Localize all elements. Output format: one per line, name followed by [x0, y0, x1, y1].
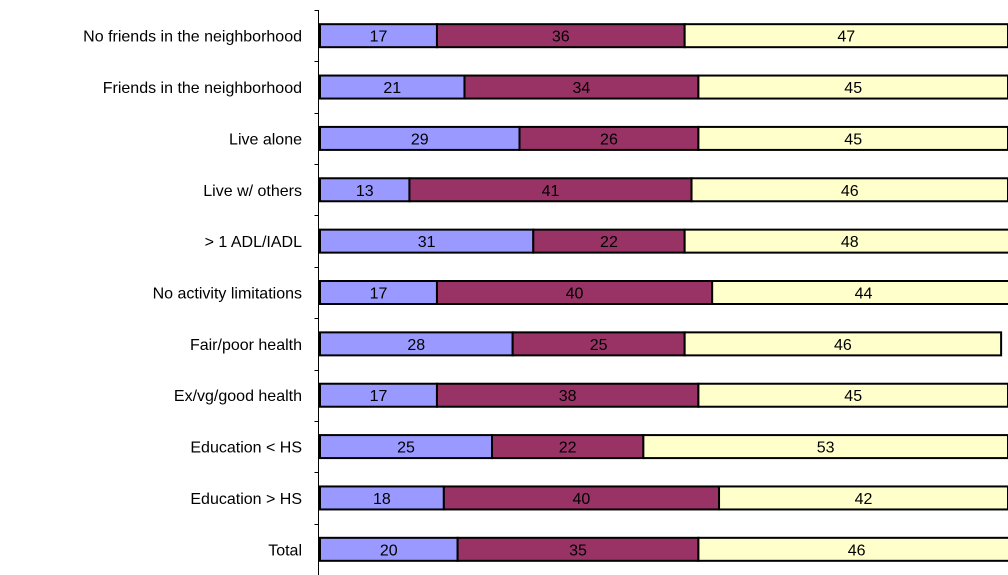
data-label: 42	[855, 491, 873, 508]
category-label: Education > HS	[190, 491, 302, 508]
category-label: Total	[268, 542, 302, 559]
data-label: 25	[397, 440, 415, 457]
category-axis	[314, 10, 319, 575]
category-label: Friends in the neighborhood	[103, 80, 302, 97]
data-label: 45	[844, 388, 862, 405]
data-label: 26	[600, 131, 618, 148]
data-label: 13	[356, 183, 374, 200]
data-label: 53	[817, 440, 835, 457]
data-label: 36	[552, 29, 570, 46]
bar-segment-series-3	[690, 177, 1008, 203]
bar-segment-series-3	[711, 280, 1008, 305]
data-label: 41	[542, 183, 560, 200]
data-label: 29	[411, 131, 429, 148]
category-label: Ex/vg/good health	[174, 388, 302, 405]
data-label: 45	[844, 131, 862, 148]
data-label: 46	[834, 337, 852, 354]
category-label: Live alone	[229, 131, 302, 148]
data-label: 21	[383, 80, 401, 97]
data-label: 18	[373, 491, 391, 508]
data-label: 40	[566, 286, 584, 303]
category-label: Education < HS	[190, 440, 302, 457]
data-label: 20	[380, 542, 398, 559]
category-label: > 1 ADL/IADL	[205, 234, 302, 251]
data-label: 46	[841, 183, 859, 200]
bar-segment-series-3	[683, 331, 1003, 357]
bar-segment-series-3	[697, 125, 1008, 151]
data-label: 38	[559, 388, 577, 405]
data-label: 48	[841, 234, 859, 251]
bar-segment-series-3	[697, 536, 1008, 562]
data-label: 28	[407, 337, 425, 354]
bars	[319, 23, 1008, 562]
data-label: 17	[370, 388, 388, 405]
data-label: 34	[573, 80, 591, 97]
data-label: 47	[837, 29, 855, 46]
labels: No friends in the neighborhood 17 36 47 Frie…	[83, 29, 872, 560]
bar-segment-series-3	[697, 382, 1008, 408]
category-label: Live w/ others	[203, 183, 302, 200]
bar-segment-series-3	[683, 23, 1008, 49]
data-label: 25	[590, 337, 608, 354]
bar-segment-series-3	[697, 74, 1008, 100]
category-label: No activity limitations	[153, 286, 302, 303]
category-label: Fair/poor health	[190, 337, 302, 354]
data-label: 35	[569, 542, 587, 559]
category-label: No friends in the neighborhood	[83, 29, 302, 46]
data-label: 17	[370, 286, 388, 303]
data-label: 46	[848, 542, 866, 559]
data-label: 22	[600, 234, 618, 251]
data-label: 44	[855, 286, 873, 303]
data-label: 22	[559, 440, 577, 457]
bar-segment-series-3	[683, 228, 1008, 254]
data-label: 45	[844, 80, 862, 97]
data-label: 31	[418, 234, 436, 251]
data-label: 40	[573, 491, 591, 508]
bar-segment-series-3	[642, 434, 1008, 460]
data-label: 17	[370, 29, 388, 46]
